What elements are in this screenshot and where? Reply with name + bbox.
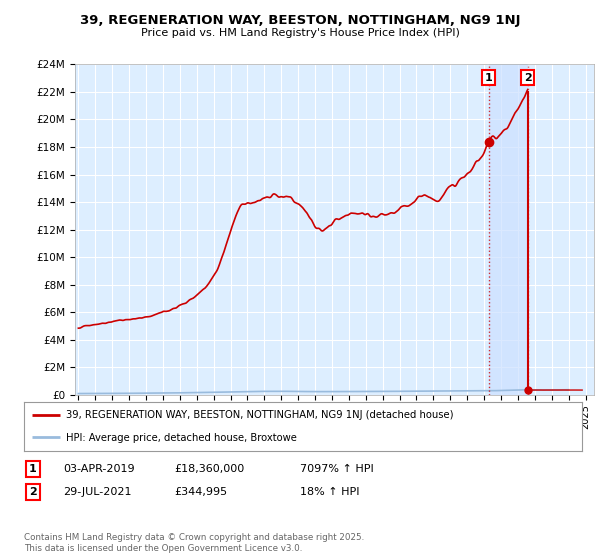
Text: Contains HM Land Registry data © Crown copyright and database right 2025.
This d: Contains HM Land Registry data © Crown c… — [24, 533, 364, 553]
Text: HPI: Average price, detached house, Broxtowe: HPI: Average price, detached house, Brox… — [66, 433, 297, 443]
Text: 39, REGENERATION WAY, BEESTON, NOTTINGHAM, NG9 1NJ: 39, REGENERATION WAY, BEESTON, NOTTINGHA… — [80, 14, 520, 27]
Text: 7097% ↑ HPI: 7097% ↑ HPI — [300, 464, 374, 474]
Text: 03-APR-2019: 03-APR-2019 — [63, 464, 134, 474]
Text: 39, REGENERATION WAY, BEESTON, NOTTINGHAM, NG9 1NJ (detached house): 39, REGENERATION WAY, BEESTON, NOTTINGHA… — [66, 410, 454, 421]
Text: Price paid vs. HM Land Registry's House Price Index (HPI): Price paid vs. HM Land Registry's House … — [140, 28, 460, 38]
Text: 2: 2 — [29, 487, 37, 497]
Text: £18,360,000: £18,360,000 — [174, 464, 244, 474]
Text: 1: 1 — [29, 464, 37, 474]
Text: 1: 1 — [485, 73, 493, 83]
Text: £344,995: £344,995 — [174, 487, 227, 497]
Text: 2: 2 — [524, 73, 532, 83]
Text: 29-JUL-2021: 29-JUL-2021 — [63, 487, 131, 497]
Bar — [488, 64, 528, 395]
Text: 18% ↑ HPI: 18% ↑ HPI — [300, 487, 359, 497]
